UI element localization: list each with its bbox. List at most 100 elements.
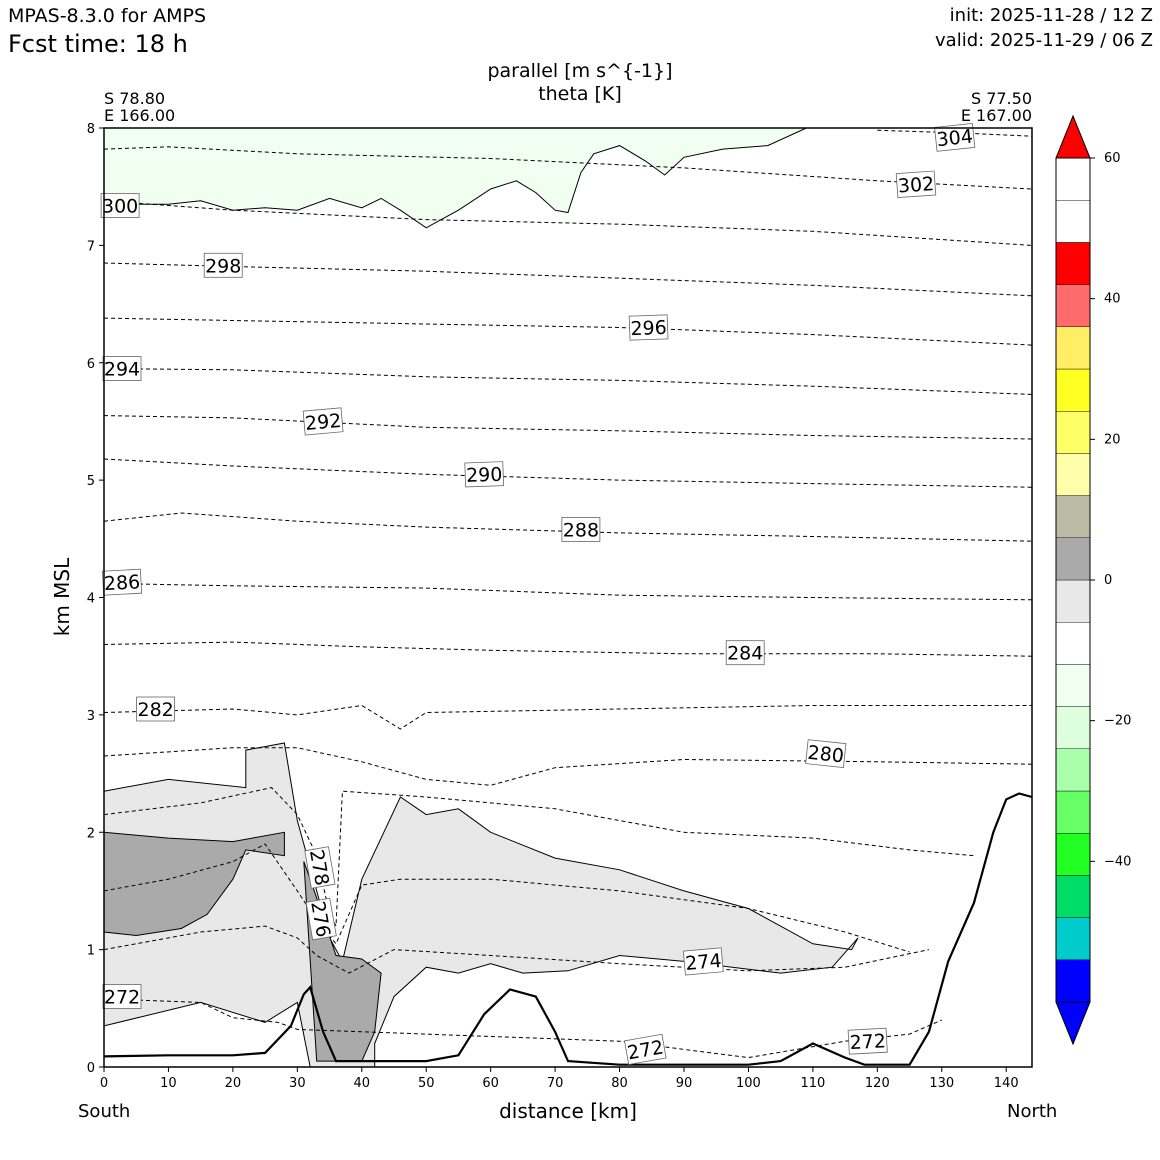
theta-label-box (682, 947, 724, 976)
isentrope-282 (103, 704, 1032, 730)
theta-label-text: 284 (727, 643, 763, 665)
south-label: South (78, 1101, 131, 1122)
x-tick-label: 50 (418, 1076, 435, 1091)
colorbar-bin (1055, 706, 1091, 749)
colorbar-tick--40: −40 (1090, 854, 1131, 869)
theta-label-288: 288 (561, 517, 601, 542)
y-tick-1: 1 (87, 944, 104, 959)
x-tick-label: 70 (547, 1076, 564, 1091)
theta-label-280: 280 (805, 739, 847, 768)
wind-pos-mid-left-region (103, 831, 285, 937)
theta-label-box (464, 461, 505, 488)
colorbar-bin (1055, 875, 1091, 918)
isentrope-280 (103, 747, 1033, 786)
colorbar-tick-40: 40 (1090, 292, 1121, 307)
colorbar-tick-label: 20 (1104, 432, 1121, 447)
y-tick-3: 3 (87, 709, 104, 724)
y-tick-label: 3 (87, 709, 95, 724)
y-tick-5: 5 (87, 474, 104, 489)
theta-label-text: 286 (103, 571, 140, 595)
theta-label-box (725, 640, 765, 666)
y-tick-0: 0 (87, 1061, 104, 1076)
theta-label-text: 280 (807, 742, 845, 768)
colorbar-bin (1055, 959, 1091, 1003)
theta-label-text: 272 (849, 1030, 886, 1054)
chart-subtitle: theta [K] (538, 83, 622, 105)
x-tick-label: 100 (736, 1076, 761, 1091)
theta-label-box (102, 356, 142, 382)
theta-label-274: 274 (682, 947, 724, 976)
theta-label-304: 304 (934, 123, 976, 152)
theta-label-text: 300 (102, 196, 138, 218)
colorbar-tick-0: 0 (1090, 573, 1112, 588)
colorbar-bin (1055, 917, 1091, 960)
start-longitude: E 166.00 (104, 106, 176, 125)
colorbar-bin (1055, 495, 1091, 539)
y-tick-label: 5 (87, 474, 95, 489)
x-tick-label: 140 (994, 1076, 1019, 1091)
colorbar-bin (1055, 326, 1091, 370)
theta-label-282: 282 (136, 696, 176, 722)
theta-label-box (102, 984, 142, 1009)
theta-label-text: 292 (304, 410, 342, 435)
y-tick-4: 4 (87, 592, 104, 607)
isentrope-272 (103, 998, 943, 1059)
axes-layer: 0 10 20 30 40 50 60 70 80 90 100 110 120 130 140 0 1 2 3 4 5… (87, 122, 1033, 1091)
colorbar-bin (1055, 579, 1091, 623)
y-tick-2: 2 (87, 826, 104, 841)
isentrope-296 (103, 317, 1033, 346)
colorbar-bin (1055, 622, 1091, 665)
north-label: North (1007, 1101, 1058, 1122)
x-tick-label: 30 (289, 1076, 306, 1091)
theta-label-272: 272 (847, 1027, 888, 1055)
isentrope-294 (103, 368, 1033, 395)
theta-label-box (895, 170, 937, 199)
chart-title: parallel [m s^{-1}] (487, 60, 673, 82)
theta-label-box (561, 517, 601, 542)
colorbar-tick-label: 40 (1104, 292, 1121, 307)
x-tick-140: 140 (994, 1067, 1019, 1091)
x-tick-10: 10 (160, 1067, 177, 1091)
theta-label-box (302, 407, 344, 436)
theta-label-286: 286 (101, 568, 143, 596)
isentrope-290 (103, 458, 1033, 488)
x-tick-0: 0 (100, 1067, 108, 1091)
colorbar-bin (1055, 790, 1091, 834)
theta-label-text: 296 (630, 317, 667, 340)
y-tick-label: 2 (87, 826, 95, 841)
theta-label-box (847, 1027, 888, 1055)
isentrope-284 (103, 641, 1033, 657)
theta-label-box (805, 739, 847, 768)
theta-label-278: 278 (304, 846, 336, 889)
colorbar-tick-label: 60 (1104, 151, 1121, 166)
x-tick-30: 30 (289, 1067, 306, 1091)
colorbar-bin (1055, 537, 1091, 581)
x-tick-label: 90 (676, 1076, 693, 1091)
theta-label-302: 302 (895, 170, 937, 199)
colorbar-bin (1055, 199, 1091, 243)
x-axis-label: distance [km] (499, 1099, 637, 1123)
init-time: init: 2025-11-28 / 12 Z (949, 5, 1153, 26)
x-tick-60: 60 (482, 1067, 499, 1091)
colorbar-bin (1055, 157, 1091, 201)
theta-label-276: 276 (305, 897, 337, 941)
valid-time: valid: 2025-11-29 / 06 Z (935, 30, 1153, 51)
colorbar-tick-20: 20 (1090, 432, 1121, 447)
theta-label-text: 298 (205, 255, 241, 277)
theta-isentropes-layer (103, 129, 1033, 1059)
colorbar-bin (1055, 748, 1091, 792)
theta-label-text: 302 (897, 173, 935, 197)
start-latitude: S 78.80 (104, 89, 166, 108)
theta-label-text: 304 (936, 126, 974, 152)
y-tick-8: 8 (87, 122, 104, 137)
theta-label-text: 294 (104, 359, 140, 381)
theta-label-box (628, 314, 669, 341)
y-tick-6: 6 (87, 357, 104, 372)
theta-label-text: 272 (104, 987, 140, 1009)
theta-label-text: 290 (466, 464, 503, 487)
x-tick-110: 110 (800, 1067, 825, 1091)
x-tick-label: 80 (611, 1076, 628, 1091)
colorbar-tick-label: 0 (1104, 573, 1112, 588)
theta-label-300: 300 (100, 193, 140, 218)
x-tick-90: 90 (676, 1067, 693, 1091)
